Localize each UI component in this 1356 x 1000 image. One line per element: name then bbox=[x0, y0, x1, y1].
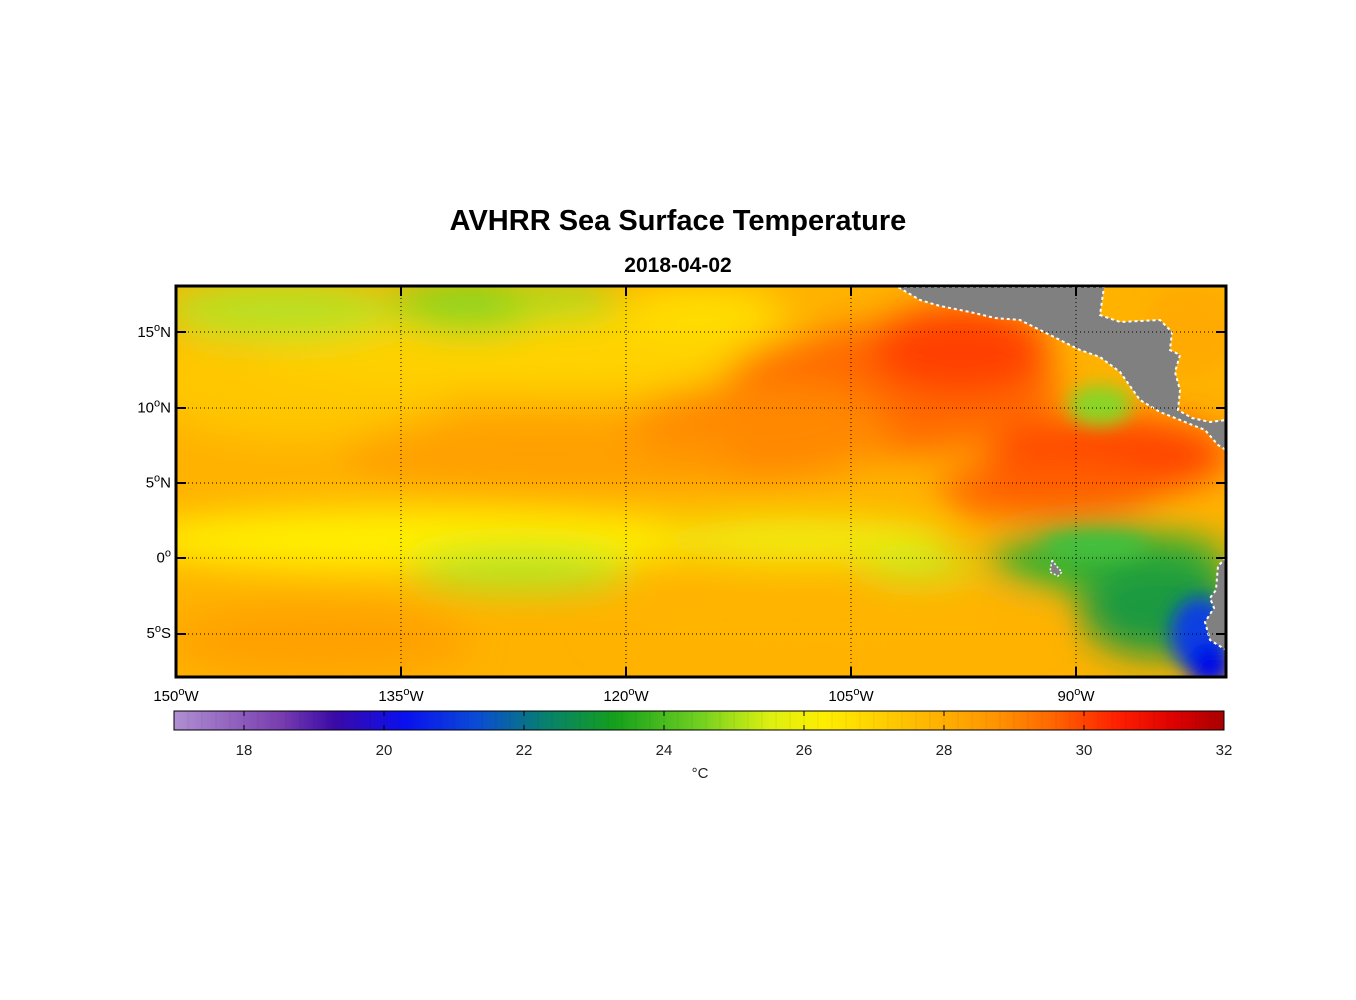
colorbar-tick-label: 26 bbox=[796, 742, 813, 759]
lon-tick-label: 90oW bbox=[1058, 686, 1096, 705]
map-title: AVHRR Sea Surface Temperature bbox=[449, 205, 907, 237]
map-frame bbox=[174, 284, 1228, 679]
land-masses bbox=[894, 286, 1227, 652]
lat-tick-label: 10oN bbox=[137, 397, 171, 416]
lon-tick-label: 135oW bbox=[378, 686, 424, 705]
colorbar-frame bbox=[173, 710, 1225, 731]
land-south-america bbox=[1203, 555, 1227, 652]
colorbar-tick-label: 22 bbox=[516, 742, 533, 759]
lat-tick-label: 5oN bbox=[146, 473, 171, 492]
colorbar-gradient bbox=[174, 711, 1224, 730]
colorbar-tick-label: 32 bbox=[1216, 742, 1233, 759]
land-galapagos bbox=[1049, 558, 1064, 577]
lon-tick-label: 120oW bbox=[603, 686, 649, 705]
colorbar-tick-label: 24 bbox=[656, 742, 673, 759]
longitude-labels: 150oW 135oW 120oW 105oW 90oW bbox=[153, 686, 1095, 705]
graticule bbox=[176, 286, 1226, 677]
colorbar-tick-label: 18 bbox=[236, 742, 253, 759]
latitude-labels: 15oN 10oN 5oN 0o 5oS bbox=[137, 322, 171, 642]
colorbar-unit-label: °C bbox=[692, 765, 709, 782]
lat-tick-label: 0o bbox=[157, 548, 171, 567]
sst-field bbox=[176, 286, 1226, 677]
land-central-america bbox=[894, 286, 1227, 452]
axis-ticks bbox=[176, 286, 1226, 677]
colorbar-tick-label: 20 bbox=[376, 742, 393, 759]
colorbar-tick-label: 28 bbox=[936, 742, 953, 759]
colorbar: 18 20 22 24 26 28 30 32 °C bbox=[173, 710, 1233, 782]
lat-tick-label: 15oN bbox=[137, 322, 171, 341]
lat-tick-label: 5oS bbox=[147, 623, 171, 642]
colorbar-tick-label: 30 bbox=[1076, 742, 1093, 759]
lon-tick-label: 150oW bbox=[153, 686, 199, 705]
lon-tick-label: 105oW bbox=[828, 686, 874, 705]
map-subtitle: 2018-04-02 bbox=[624, 254, 732, 277]
